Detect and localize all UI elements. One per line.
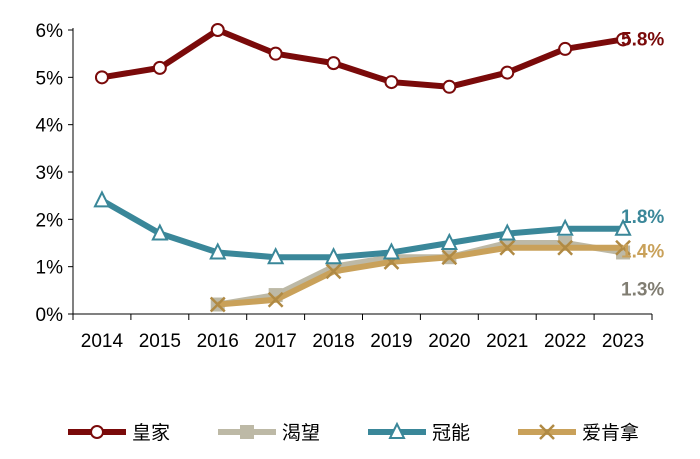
data-point bbox=[557, 239, 574, 256]
data-point bbox=[498, 223, 516, 241]
series-line bbox=[100, 197, 624, 261]
x-tick-label: 2019 bbox=[370, 331, 412, 352]
y-tick-label: 0% bbox=[36, 305, 64, 326]
data-point bbox=[209, 242, 227, 260]
data-point bbox=[558, 41, 573, 56]
data-point bbox=[94, 70, 109, 85]
data-point bbox=[615, 239, 631, 256]
data-point bbox=[267, 246, 285, 265]
legend-label: 冠能 bbox=[432, 422, 470, 444]
data-point bbox=[324, 246, 343, 265]
series-皇家 bbox=[94, 23, 631, 94]
data-point bbox=[209, 296, 226, 313]
data-point bbox=[152, 60, 167, 75]
x-tick-label: 2018 bbox=[312, 331, 354, 352]
x-tick-label: 2021 bbox=[486, 331, 528, 352]
data-point bbox=[326, 56, 341, 71]
data-point bbox=[500, 65, 515, 80]
series-爱肯拿 bbox=[209, 239, 631, 313]
legend-marker bbox=[539, 424, 555, 440]
data-point bbox=[151, 223, 169, 241]
y-tick-label: 3% bbox=[36, 163, 64, 184]
legend-label: 爱肯拿 bbox=[582, 421, 639, 444]
legend-item: 渴望 bbox=[218, 422, 320, 444]
data-point bbox=[267, 291, 284, 308]
x-tick-label: 2023 bbox=[602, 331, 644, 352]
x-tick-label: 2016 bbox=[197, 331, 239, 352]
legend-marker bbox=[388, 421, 406, 439]
x-tick-label: 2014 bbox=[81, 331, 124, 352]
y-tick-label: 5% bbox=[36, 68, 64, 89]
x-tick-label: 2015 bbox=[139, 331, 181, 352]
data-point bbox=[325, 263, 342, 280]
legend-marker bbox=[240, 425, 254, 439]
legend-label: 渴望 bbox=[282, 422, 320, 444]
y-tick-label: 6% bbox=[36, 21, 64, 42]
y-tick-label: 4% bbox=[36, 116, 64, 137]
end-value-label: 5.8% bbox=[621, 29, 664, 50]
legend-item: 冠能 bbox=[368, 421, 470, 444]
x-tick-label: 2017 bbox=[255, 331, 297, 352]
end-value-label: 1.8% bbox=[621, 207, 664, 228]
legend-marker bbox=[90, 425, 104, 439]
data-point bbox=[210, 23, 225, 37]
legend-item: 皇家 bbox=[68, 422, 170, 444]
data-point bbox=[382, 242, 401, 260]
legend-item: 爱肯拿 bbox=[518, 421, 639, 444]
data-point bbox=[614, 218, 632, 236]
series-冠能 bbox=[93, 190, 632, 265]
data-point bbox=[440, 232, 458, 250]
series-line bbox=[217, 244, 624, 308]
data-point bbox=[441, 249, 458, 266]
legend-label: 皇家 bbox=[132, 422, 170, 444]
end-value-label: 1.4% bbox=[621, 242, 664, 263]
data-point bbox=[442, 79, 457, 94]
data-point bbox=[268, 46, 283, 61]
data-point bbox=[384, 75, 399, 90]
series-line bbox=[101, 27, 624, 90]
x-tick-label: 2022 bbox=[544, 331, 586, 352]
data-point bbox=[93, 190, 111, 208]
x-tick-label: 2020 bbox=[428, 331, 470, 352]
data-point bbox=[616, 32, 631, 47]
end-value-label: 1.3% bbox=[621, 279, 664, 300]
y-tick-label: 2% bbox=[36, 210, 64, 231]
data-point bbox=[499, 239, 516, 256]
data-point bbox=[556, 218, 574, 236]
y-tick-label: 1% bbox=[36, 258, 64, 279]
